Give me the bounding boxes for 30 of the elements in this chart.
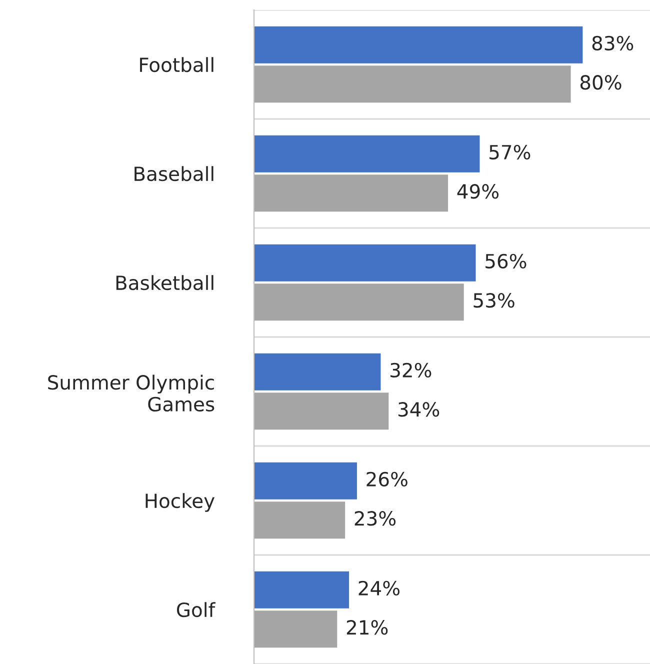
bar (254, 392, 389, 430)
bar (254, 502, 346, 539)
bar (254, 462, 357, 500)
data-label: 32% (390, 362, 432, 378)
bar (254, 353, 381, 390)
bar (254, 244, 476, 282)
y-tick-label: Summer Olympic Games (48, 374, 214, 412)
data-label: 53% (474, 293, 514, 308)
y-tick-label: Hockey (146, 493, 215, 512)
bar (254, 284, 464, 321)
data-label: 56% (486, 254, 526, 269)
data-label: 24% (358, 580, 400, 596)
data-label: 34% (398, 402, 440, 417)
y-tick-label: Football (140, 57, 214, 72)
bar (254, 135, 480, 172)
bar (254, 66, 571, 103)
data-label: 83% (592, 36, 634, 51)
bar (254, 571, 350, 608)
data-label: 21% (346, 620, 388, 635)
y-tick-label: Basketball (116, 275, 214, 290)
data-label: 57% (490, 144, 530, 160)
data-label: 49% (457, 184, 499, 199)
data-label: 23% (354, 511, 396, 526)
bar (254, 610, 338, 648)
bar (254, 26, 583, 64)
bar (254, 174, 448, 212)
y-tick-label: Golf (176, 602, 216, 618)
data-label: 80% (580, 75, 622, 90)
data-label: 26% (366, 472, 408, 487)
y-tick-label: Baseball (134, 166, 214, 182)
